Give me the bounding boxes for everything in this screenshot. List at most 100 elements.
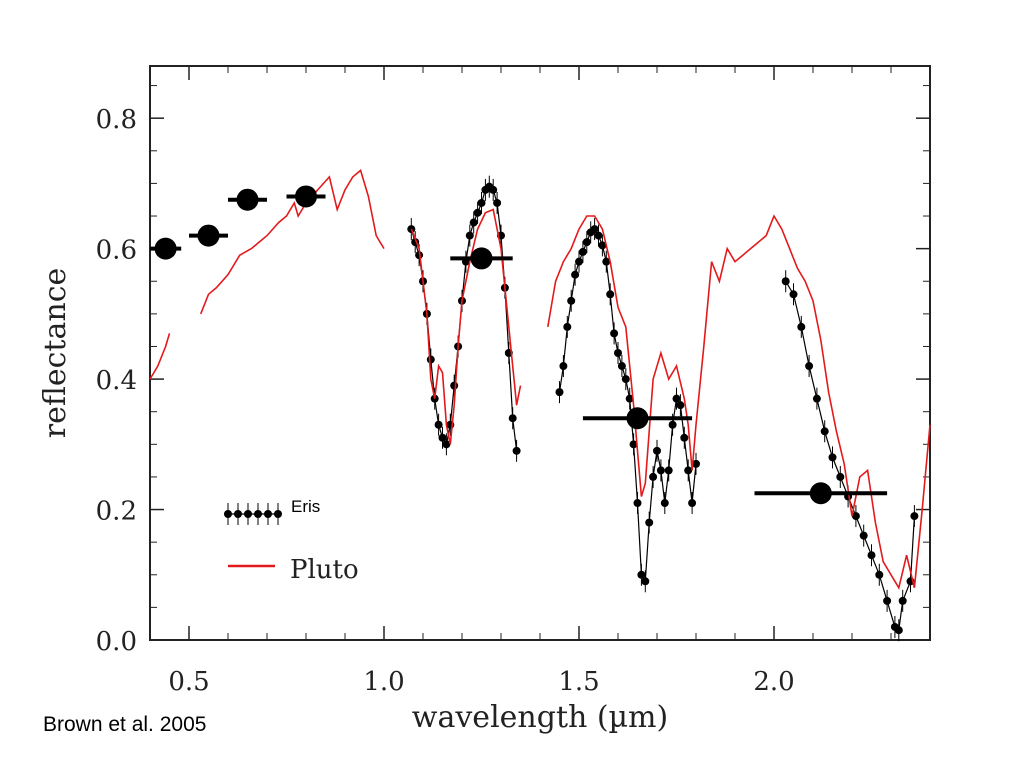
eris-spectrum-point [789,290,798,299]
eris-spectrum-point [617,362,626,371]
y-tick-label: 0.4 [96,366,137,396]
eris-spectrum-point [493,198,502,207]
pluto-spectrum-line [149,333,171,380]
eris-spectrum-point [621,375,630,384]
y-tick-label: 0.0 [96,627,137,657]
eris-photometry-point [470,247,493,270]
eris-spectrum-point [656,466,665,475]
eris-spectrum-point [660,499,669,508]
pluto-spectrum-line [199,169,385,315]
eris-spectrum-point [812,394,821,403]
tick-labels: 0.5 1.0 1.5 2.0 0.0 0.2 0.4 0.6 0.8 [96,105,795,697]
eris-spectrum-point [489,185,498,194]
eris-spectrum-point [594,231,603,240]
eris-spectrum-point [407,225,416,234]
eris-spectrum-point [426,355,435,364]
eris-spectrum-point [684,466,693,475]
eris-spectrum-point [653,446,661,455]
eris-spectrum-point [836,472,845,481]
eris-spectrum-point [680,433,689,442]
legend-eris-dot [264,510,272,518]
eris-spectrum-point [910,512,919,521]
eris-spectrum-point [563,322,572,331]
eris-spectrum-point [883,596,892,605]
pluto-spectrum-line [547,214,931,590]
eris-spectrum-point [641,577,650,586]
x-tick-label: 0.5 [168,667,209,697]
eris-spectrum-point [859,531,868,540]
eris-spectrum-point [805,362,814,371]
eris-spectrum-point [649,472,658,481]
eris-spectrum-point [629,440,638,449]
source-credit: Brown et al. 2005 [43,713,207,736]
eris-spectrum-point [676,401,685,410]
eris-spectrum-point [582,238,591,247]
legend-eris-dot [254,510,262,518]
plot-frame [149,65,931,641]
eris-spectrum-point [828,453,837,462]
eris-photometry-point [809,482,832,505]
eris-spectrum-point [434,420,443,429]
legend-eris-dot [244,510,252,518]
eris-spectrum-point [598,241,607,250]
eris-spectrum-point [692,459,700,468]
eris-spectrum-point [473,208,482,217]
axis-ticks [149,66,931,641]
series-layer [149,169,931,642]
eris-photometry-point [295,185,317,208]
eris-spectrum-point [668,420,677,429]
eris-spectrum-point [610,329,619,338]
eris-spectrum-point [602,257,611,266]
legend-eris-marker [224,503,282,525]
pluto-spectrum-line [410,208,522,445]
y-tick-label: 0.8 [96,105,137,135]
eris-spectrum-point [465,231,474,240]
y-tick-label: 0.2 [96,497,137,527]
eris-spectrum-point [867,551,876,560]
eris-photometry-point [197,224,220,247]
eris-spectrum-point [688,499,697,508]
eris-spectrum-point [664,466,673,475]
eris-photometry-point [626,407,649,430]
eris-spectrum-point [614,349,622,357]
legend-pluto-label: Pluto [290,555,359,585]
eris-photometry-point [154,237,177,260]
eris-spectrum-point [633,499,642,508]
eris-spectrum-point [820,427,829,436]
eris-spectrum-point [477,198,486,207]
eris-spectrum-point [637,570,646,579]
y-tick-label: 0.6 [96,236,137,266]
eris-spectrum-point [590,225,599,234]
legend: Eris Pluto [224,497,359,585]
eris-spectrum-point [645,518,654,527]
eris-spectrum-line [785,280,915,632]
eris-spectrum-point [567,296,576,305]
eris-spectrum-point [672,394,681,403]
x-tick-label: 1.0 [363,667,404,697]
eris-spectrum-point [851,512,860,521]
eris-spectrum-point [898,596,907,605]
eris-spectrum-point [575,257,583,266]
eris-spectrum-point [559,362,568,371]
eris-spectrum-point [781,277,790,286]
eris-spectrum-point [450,381,459,390]
eris-spectrum-point [625,394,634,403]
y-axis-label: reflectance [38,268,73,438]
legend-eris-dot [224,510,232,518]
x-tick-label: 1.5 [558,667,599,697]
legend-eris-dot [234,510,242,518]
eris-photometry-point [236,188,259,211]
eris-spectrum-point [894,626,903,635]
eris-spectrum-point [438,433,447,442]
x-tick-label: 2.0 [753,667,794,697]
eris-spectrum-point [797,322,806,331]
eris-spectrum-point [875,570,884,579]
eris-spectrum-point [508,414,517,423]
eris-spectrum-point [578,247,587,256]
eris-spectrum-line [558,228,697,584]
eris-spectrum-point [512,446,521,455]
eris-spectrum-point [571,270,580,279]
legend-eris-dot [274,510,282,518]
eris-spectrum-point [606,290,615,299]
